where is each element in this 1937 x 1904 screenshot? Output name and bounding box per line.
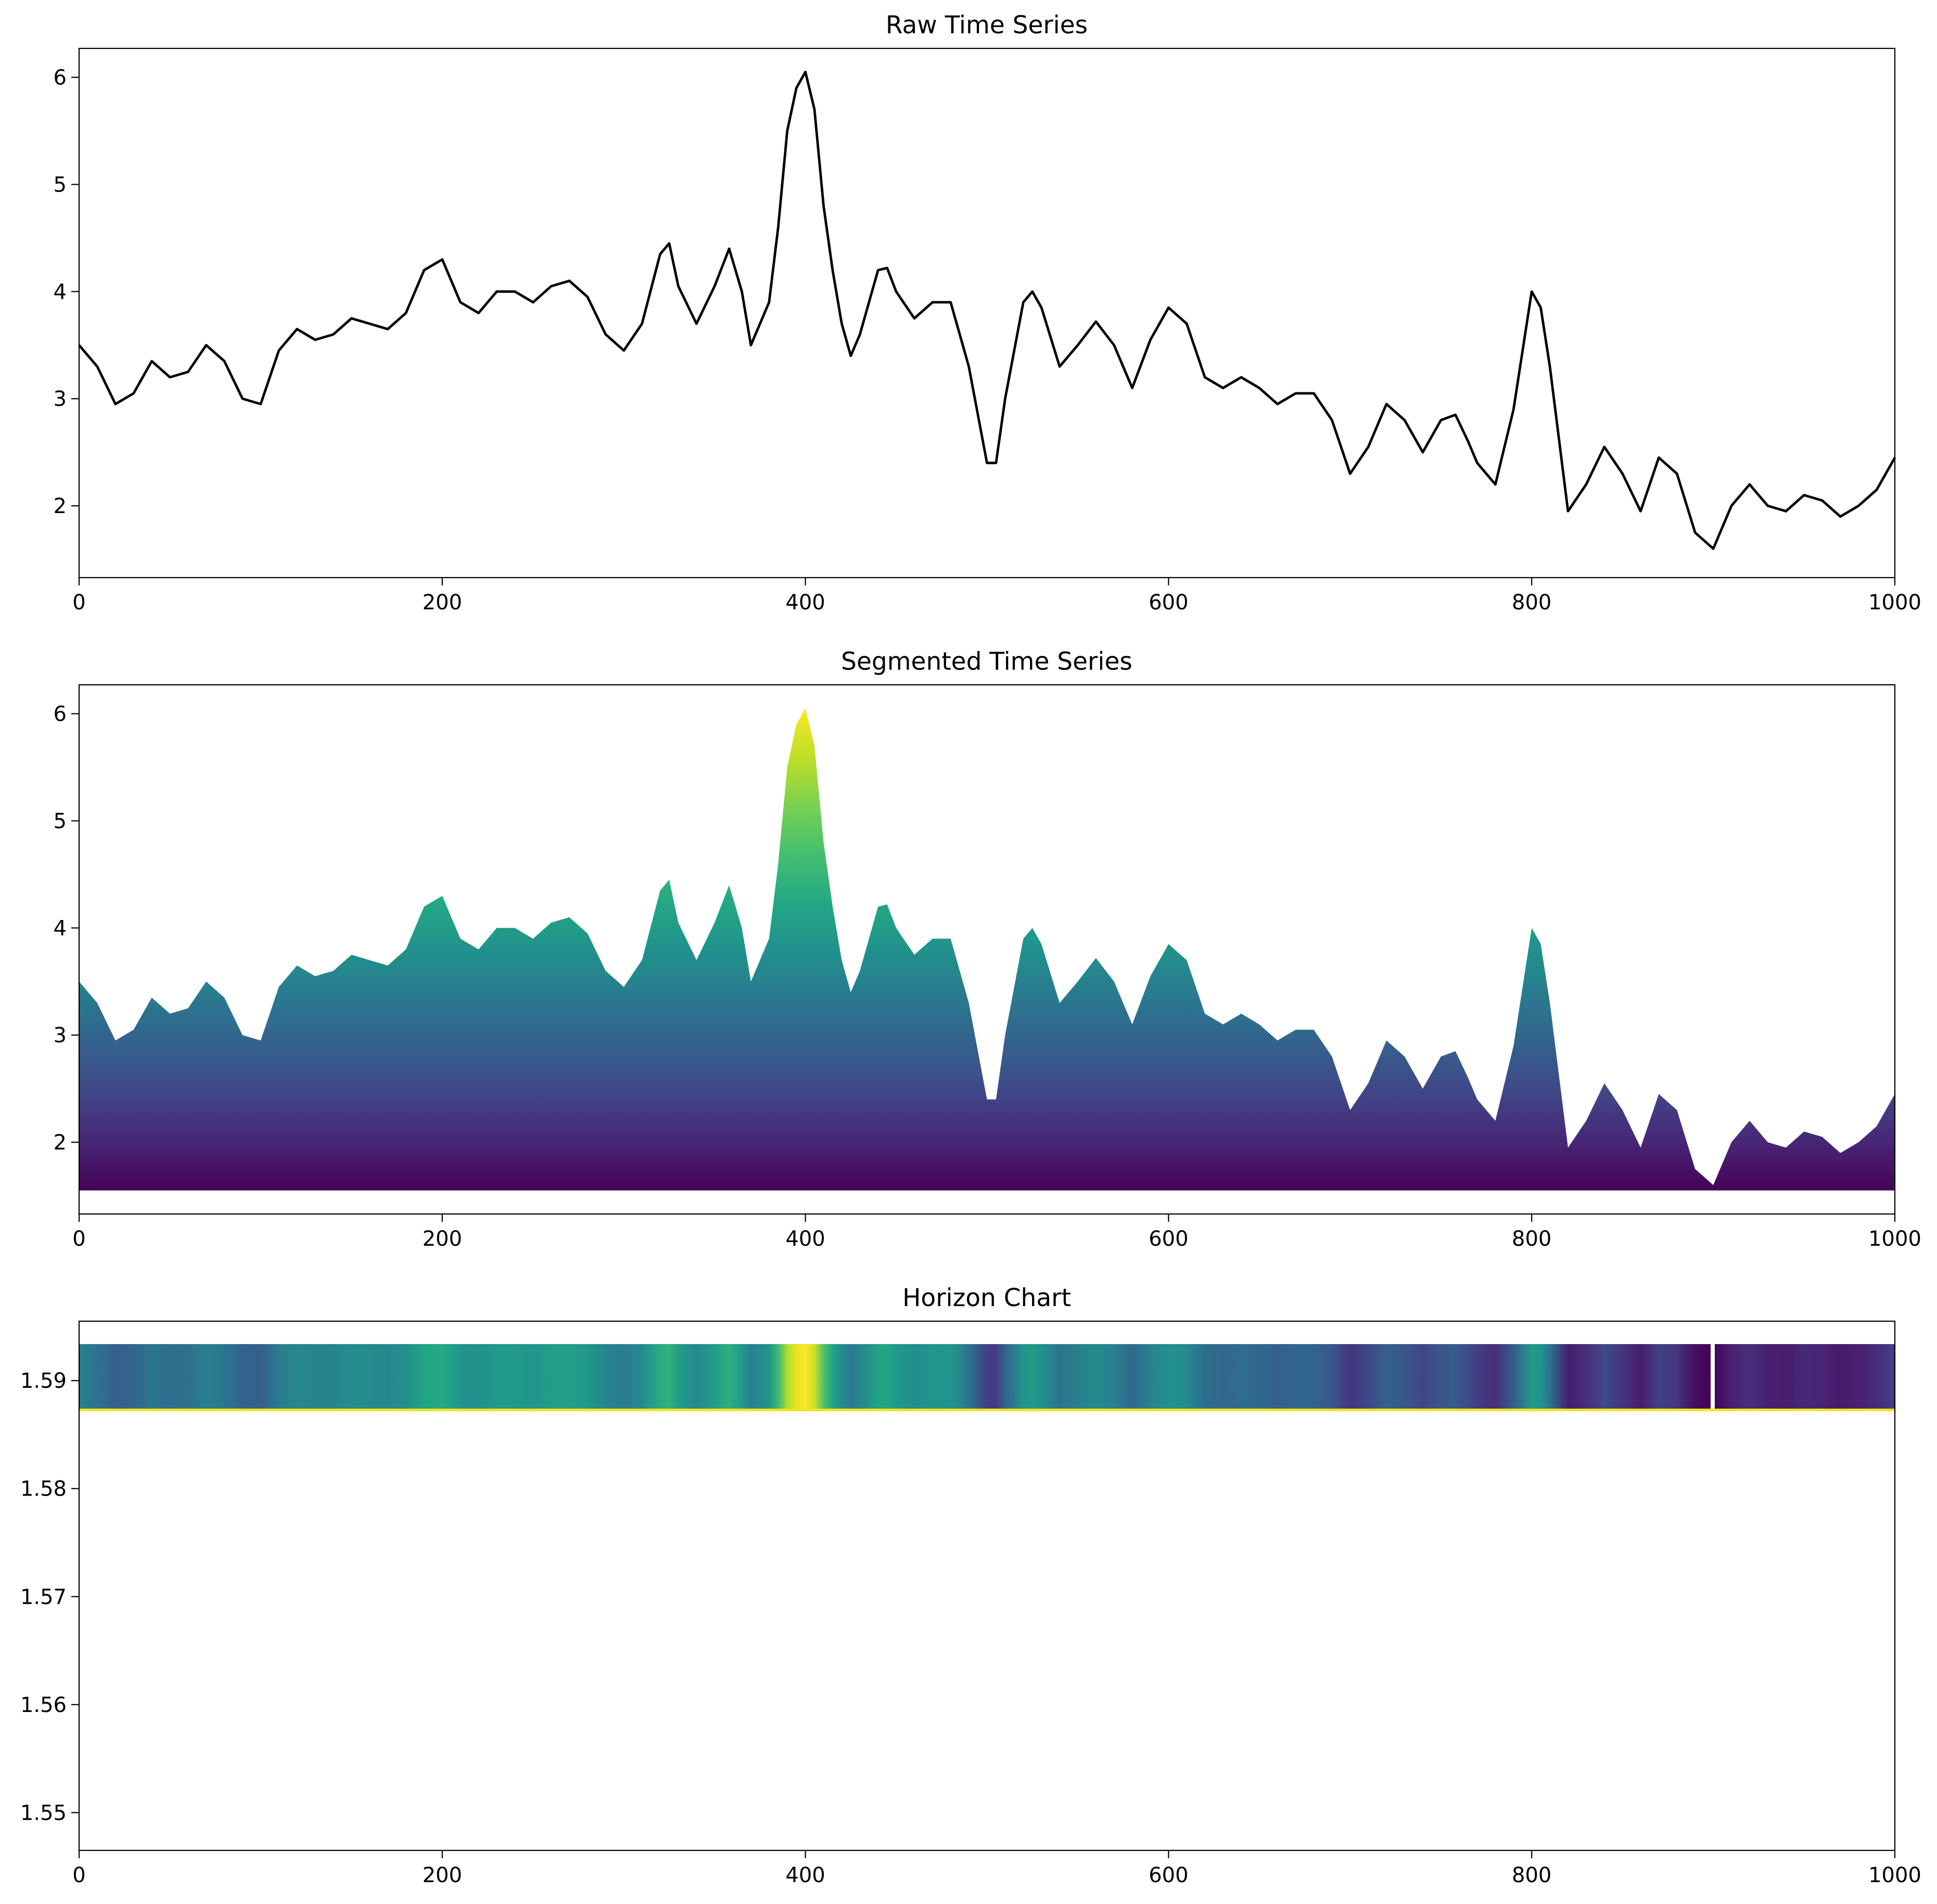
y-tick-label: 1.56 — [20, 1693, 67, 1717]
x-tick-label: 800 — [1512, 1227, 1551, 1251]
x-tick-label: 600 — [1149, 1863, 1188, 1887]
horizon-baseline-strip — [79, 1409, 1895, 1411]
y-tick-label: 6 — [54, 702, 67, 726]
y-tick-label: 3 — [54, 1024, 67, 1047]
segmented-time-series-panel: Segmented Time Series 0 200 400 600 800 1000 … — [54, 647, 1921, 1251]
x-tick-label: 600 — [1149, 591, 1188, 615]
raw-series-line — [78, 70, 1896, 550]
y-tick-label: 1.58 — [20, 1477, 67, 1501]
segmented-series-area — [79, 708, 1895, 1191]
segmented-time-series-title: Segmented Time Series — [841, 647, 1132, 676]
x-tick-label: 200 — [423, 1863, 462, 1887]
raw-plot-frame — [78, 47, 1896, 579]
x-tick-label: 800 — [1512, 591, 1551, 615]
y-tick-label: 5 — [54, 809, 67, 833]
x-tick-label: 400 — [785, 1227, 825, 1251]
x-tick-label: 1000 — [1868, 1863, 1921, 1887]
y-tick-label: 1.55 — [20, 1801, 67, 1825]
horizon-dip-notch — [1711, 1344, 1715, 1409]
raw-time-series-panel: Raw Time Series 0 200 400 600 800 1000 2 3 4 5 6 — [54, 11, 1921, 615]
horizon-chart-panel: Horizon Chart 0 200 400 600 800 1000 1.55 1.56… — [20, 1284, 1921, 1887]
raw-y-axis: 2 3 4 5 6 — [54, 66, 79, 518]
segmented-plot-frame — [78, 684, 1896, 1215]
horizon-y-axis: 1.55 1.56 1.57 1.58 1.59 — [20, 1369, 79, 1825]
y-tick-label: 3 — [54, 387, 67, 411]
segmented-x-axis: 0 200 400 600 800 1000 — [72, 1214, 1921, 1251]
x-tick-label: 400 — [785, 1863, 825, 1887]
y-tick-label: 4 — [54, 280, 67, 304]
x-tick-label: 200 — [423, 591, 462, 615]
y-tick-label: 4 — [54, 916, 67, 940]
y-tick-label: 2 — [54, 494, 67, 518]
x-tick-label: 800 — [1512, 1863, 1551, 1887]
x-tick-label: 600 — [1149, 1227, 1188, 1251]
raw-x-axis: 0 200 400 600 800 1000 — [72, 578, 1921, 615]
y-tick-label: 1.57 — [20, 1585, 67, 1609]
x-tick-label: 400 — [785, 591, 825, 615]
raw-time-series-title: Raw Time Series — [886, 11, 1088, 40]
y-tick-label: 1.59 — [20, 1369, 67, 1393]
y-tick-label: 6 — [54, 66, 67, 90]
x-tick-label: 0 — [72, 1863, 85, 1887]
horizon-color-band — [79, 1344, 1895, 1411]
y-tick-label: 5 — [54, 173, 67, 197]
x-tick-label: 200 — [423, 1227, 462, 1251]
horizon-chart-title: Horizon Chart — [902, 1284, 1071, 1312]
x-tick-label: 1000 — [1868, 1227, 1921, 1251]
segmented-y-axis: 2 3 4 5 6 — [54, 702, 79, 1155]
horizon-plot-frame — [78, 1320, 1896, 1851]
horizon-x-axis: 0 200 400 600 800 1000 — [72, 1850, 1921, 1887]
y-tick-label: 2 — [54, 1131, 67, 1155]
x-tick-label: 0 — [72, 591, 85, 615]
x-tick-label: 1000 — [1868, 591, 1921, 615]
x-tick-label: 0 — [72, 1227, 85, 1251]
